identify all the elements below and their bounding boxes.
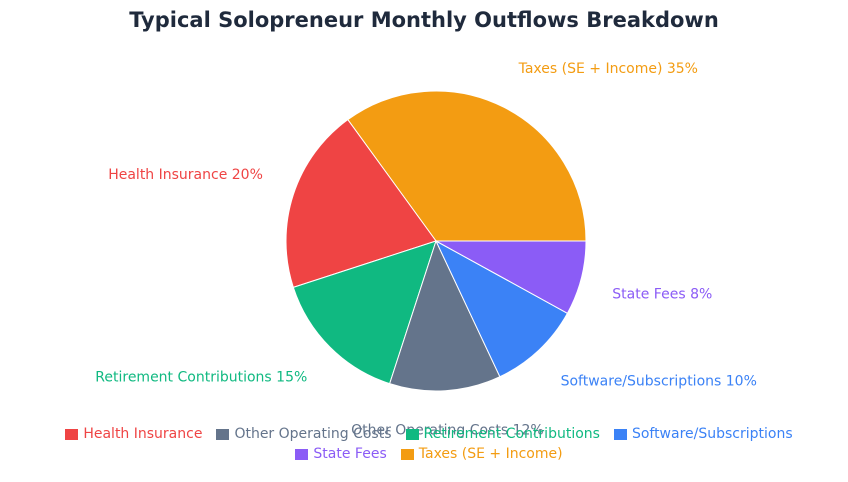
legend-swatch-0 [65,428,79,440]
chart-title: Typical Solopreneur Monthly Outflows Bre… [129,8,719,32]
slice-label-1: Health Insurance 20% [108,167,263,183]
legend-label-3: Software/Subscriptions [631,426,793,442]
legend-label-1: Other Operating Costs [234,426,392,442]
slice-label-2: Retirement Contributions 15% [95,370,307,386]
legend-swatch-1 [216,428,230,440]
pie-slice-0 [347,90,587,242]
legend-item-3[interactable]: Software/Subscriptions [613,426,793,442]
legend-label-4: State Fees [313,446,387,462]
legend-swatch-3 [613,428,627,440]
legend-item-5[interactable]: Taxes (SE + Income) [400,446,563,462]
legend-item-1[interactable]: Other Operating Costs [216,426,392,442]
legend-label-2: Retirement Contributions [423,426,600,442]
legend-item-4[interactable]: State Fees [295,446,387,462]
legend-label-5: Taxes (SE + Income) [418,446,563,462]
legend-swatch-5 [400,448,414,460]
legend-item-0[interactable]: Health Insurance [65,426,202,442]
pie-slice-5 [435,240,587,314]
legend-swatch-4 [295,448,309,460]
slice-label-3: Other Operating Costs 12% [351,423,544,439]
pie-slice-3 [389,239,501,392]
pie-slice-2 [292,240,437,385]
pie-slice-1 [285,118,437,288]
legend-item-2[interactable]: Retirement Contributions [405,426,600,442]
legend-swatch-2 [405,428,419,440]
slice-label-0: Taxes (SE + Income) 35% [518,61,698,77]
pie-slice-4 [434,239,569,378]
slice-label-4: Software/Subscriptions 10% [561,374,757,390]
legend-label-0: Health Insurance [83,426,203,442]
chart-legend: Health Insurance Other Operating Costs Ret… [14,426,844,462]
slice-label-5: State Fees 8% [612,286,712,302]
